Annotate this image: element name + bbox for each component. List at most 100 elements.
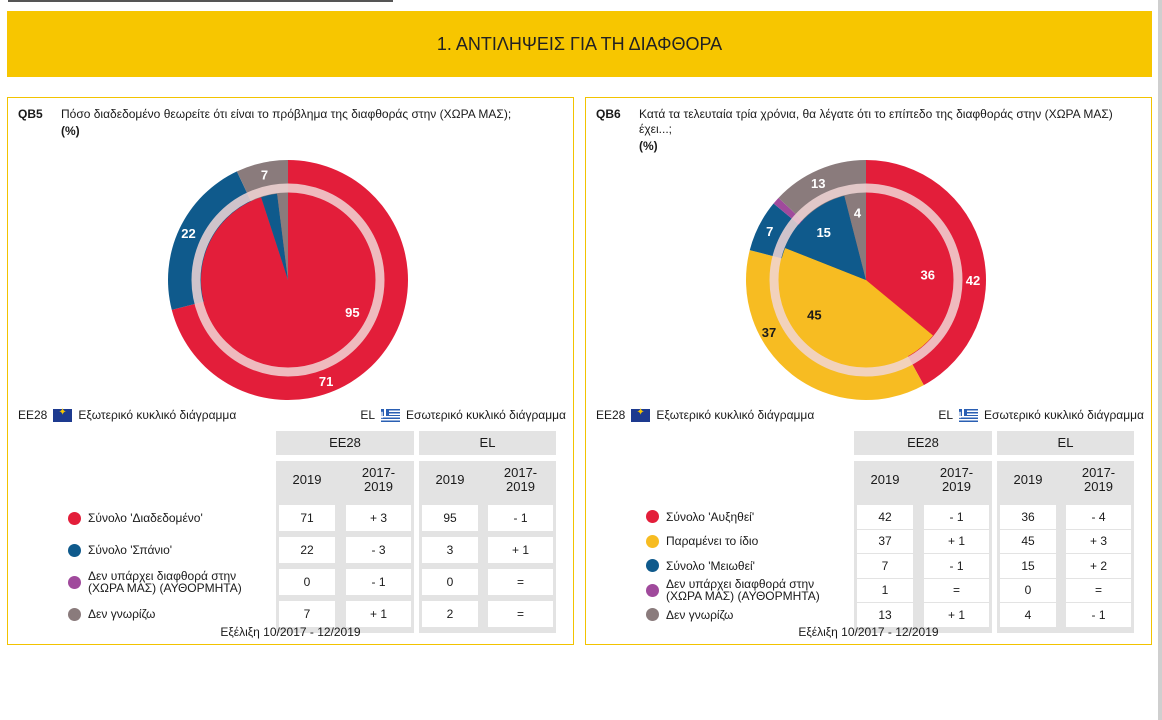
eu-flag-icon — [53, 407, 73, 422]
inner-slice-1 — [261, 193, 288, 280]
table-row-label: Δεν υπάρχει διαφθορά στην (ΧΩΡΑ ΜΑΣ) (ΑΥ… — [646, 577, 851, 604]
legend-outer: ΕΕ28 Εξωτερικό κυκλικό διάγραμμα — [18, 407, 236, 423]
header-change: 2017- 2019 — [921, 465, 992, 495]
cell-el-2019: 2 — [422, 601, 478, 627]
cell-eu-change: + 1 — [346, 601, 411, 627]
cell-el-2019: 4 — [1000, 603, 1056, 627]
inner-value-label-0: 36 — [921, 267, 935, 282]
header-group-el: EL — [419, 431, 556, 455]
section-title: 1. ΑΝΤΙΛΗΨΕΙΣ ΓΙΑ ΤΗ ΔΙΑΦΘΟΡΑ — [7, 11, 1152, 77]
header-year: 2019 — [997, 465, 1059, 495]
header-group-eu: ΕΕ28 — [854, 431, 992, 455]
category-label: Παραμένει το ίδιο — [666, 534, 759, 549]
table-row-label: Σύνολο 'Σπάνιο' — [68, 537, 273, 563]
legend-inner: EL Εσωτερικό κυκλικό διάγραμμα — [360, 408, 566, 422]
category-label: Σύνολο 'Σπάνιο' — [88, 543, 173, 557]
panel-qb6: QB6 Κατά τα τελευταία τρία χρόνια, θα λέγ… — [585, 97, 1152, 645]
inner-slice-3 — [277, 193, 288, 280]
cell-eu-change: - 1 — [924, 554, 989, 578]
cell-eu-change: - 1 — [346, 569, 411, 595]
cell-el-2019: 3 — [422, 537, 478, 563]
table-row-label: Δεν γνωρίζω — [646, 603, 851, 627]
cell-eu-change: + 1 — [924, 603, 989, 627]
cell-el-change: - 1 — [488, 505, 553, 531]
cell-el-change: = — [1066, 578, 1131, 602]
question-code: QB5 — [18, 107, 43, 121]
inner-value-label-4: 4 — [854, 206, 862, 221]
unit-label: (%) — [639, 139, 658, 153]
cell-el-change: + 2 — [1066, 554, 1131, 578]
category-label: Δεν υπάρχει διαφθορά στην (ΧΩΡΑ ΜΑΣ) (ΑΥ… — [88, 569, 242, 595]
panel-qb5: QB5 Πόσο διαδεδομένο θεωρείτε ότι είναι τ… — [7, 97, 574, 645]
legend-eu-label: Εξωτερικό κυκλικό διάγραμμα — [656, 408, 815, 422]
table-row-label: Σύνολο 'Μειωθεί' — [646, 554, 851, 578]
category-label: Δεν γνωρίζω — [666, 607, 734, 622]
ring-separator — [191, 183, 385, 377]
legend-dot-icon — [68, 607, 81, 621]
cell-eu-change: - 1 — [924, 505, 989, 529]
legend-dot-icon — [646, 510, 659, 524]
question-text: Κατά τα τελευταία τρία χρόνια, θα λέγατε… — [639, 107, 1113, 136]
cell-eu-2019: 1 — [857, 578, 913, 602]
question-block: QB6 Κατά τα τελευταία τρία χρόνια, θα λέγ… — [596, 107, 1136, 154]
header-group-el: EL — [997, 431, 1134, 455]
legend-outer: ΕΕ28 Εξωτερικό κυκλικό διάγραμμα — [596, 407, 815, 423]
legend-dot-icon — [68, 575, 81, 589]
legend-dot-icon — [646, 608, 659, 622]
inner-slice-2 — [785, 195, 866, 280]
header-change: 2017- 2019 — [1063, 465, 1134, 495]
cell-eu-change: + 3 — [346, 505, 411, 531]
footer-note: Εξέλιξη 10/2017 - 12/2019 — [220, 625, 361, 639]
ring-legend: ΕΕ28 Εξωτερικό κυκλικό διάγραμμα EL Εσωτερι… — [18, 407, 566, 424]
question-code: QB6 — [596, 107, 621, 121]
header-change: 2017- 2019 — [343, 465, 414, 495]
donut-chart: 42 37 7 13 36 45 15 4 — [746, 160, 986, 400]
cell-eu-2019: 7 — [857, 554, 913, 578]
outer-value-label-1: 37 — [762, 325, 776, 340]
legend-dot-icon — [68, 543, 81, 557]
legend-dot-icon — [646, 559, 659, 573]
legend-gr-code: EL — [360, 408, 376, 422]
cell-el-change: = — [488, 569, 553, 595]
cell-el-change: + 3 — [1066, 529, 1131, 553]
table-row-label: Δεν γνωρίζω — [68, 601, 273, 627]
cell-eu-change: + 1 — [924, 529, 989, 553]
inner-value-label-2: 15 — [816, 225, 830, 240]
legend-gr-label: Εσωτερικό κυκλικό διάγραμμα — [984, 408, 1144, 422]
outer-value-label-1: 22 — [181, 226, 195, 241]
cell-eu-2019: 37 — [857, 529, 913, 553]
cell-eu-2019: 0 — [279, 569, 335, 595]
outer-value-label-2: 7 — [766, 224, 773, 239]
category-label: Σύνολο 'Μειωθεί' — [666, 558, 755, 573]
greece-flag-icon — [959, 408, 979, 422]
inner-slice-4 — [844, 193, 866, 280]
cell-el-2019: 95 — [422, 505, 478, 531]
cell-eu-change: = — [924, 578, 989, 602]
cell-el-change: = — [488, 601, 553, 627]
legend-dot-icon — [646, 583, 659, 597]
question-text: Πόσο διαδεδομένο θεωρείτε ότι είναι το π… — [61, 107, 512, 121]
cell-eu-change: - 3 — [346, 537, 411, 563]
legend-inner: EL Εσωτερικό κυκλικό διάγραμμα — [938, 408, 1144, 422]
cell-el-2019: 45 — [1000, 529, 1056, 553]
legend-eu-code: ΕΕ28 — [596, 408, 626, 422]
category-label: Σύνολο 'Αυξηθεί' — [666, 509, 755, 524]
eu-flag-icon — [631, 407, 651, 422]
outer-value-label-4: 13 — [811, 176, 825, 191]
inner-value-label-1: 45 — [807, 307, 821, 322]
outer-value-label-3: 7 — [261, 168, 268, 183]
cell-eu-2019: 42 — [857, 505, 913, 529]
legend-dot-icon — [646, 534, 659, 548]
window-edge — [1158, 0, 1162, 720]
cell-el-2019: 15 — [1000, 554, 1056, 578]
legend-eu-code: ΕΕ28 — [18, 408, 48, 422]
inner-slice-0 — [866, 193, 953, 336]
table-row-label: Δεν υπάρχει διαφθορά στην (ΧΩΡΑ ΜΑΣ) (ΑΥ… — [68, 569, 273, 595]
header-year: 2019 — [276, 465, 338, 495]
ring-separator — [769, 183, 963, 377]
category-label: Σύνολο 'Διαδεδομένο' — [88, 511, 203, 525]
cell-el-change: - 4 — [1066, 505, 1131, 529]
greece-flag-icon — [381, 408, 401, 422]
category-label: Δεν υπάρχει διαφθορά στην (ΧΩΡΑ ΜΑΣ) (ΑΥ… — [666, 577, 820, 604]
cell-el-change: + 1 — [488, 537, 553, 563]
